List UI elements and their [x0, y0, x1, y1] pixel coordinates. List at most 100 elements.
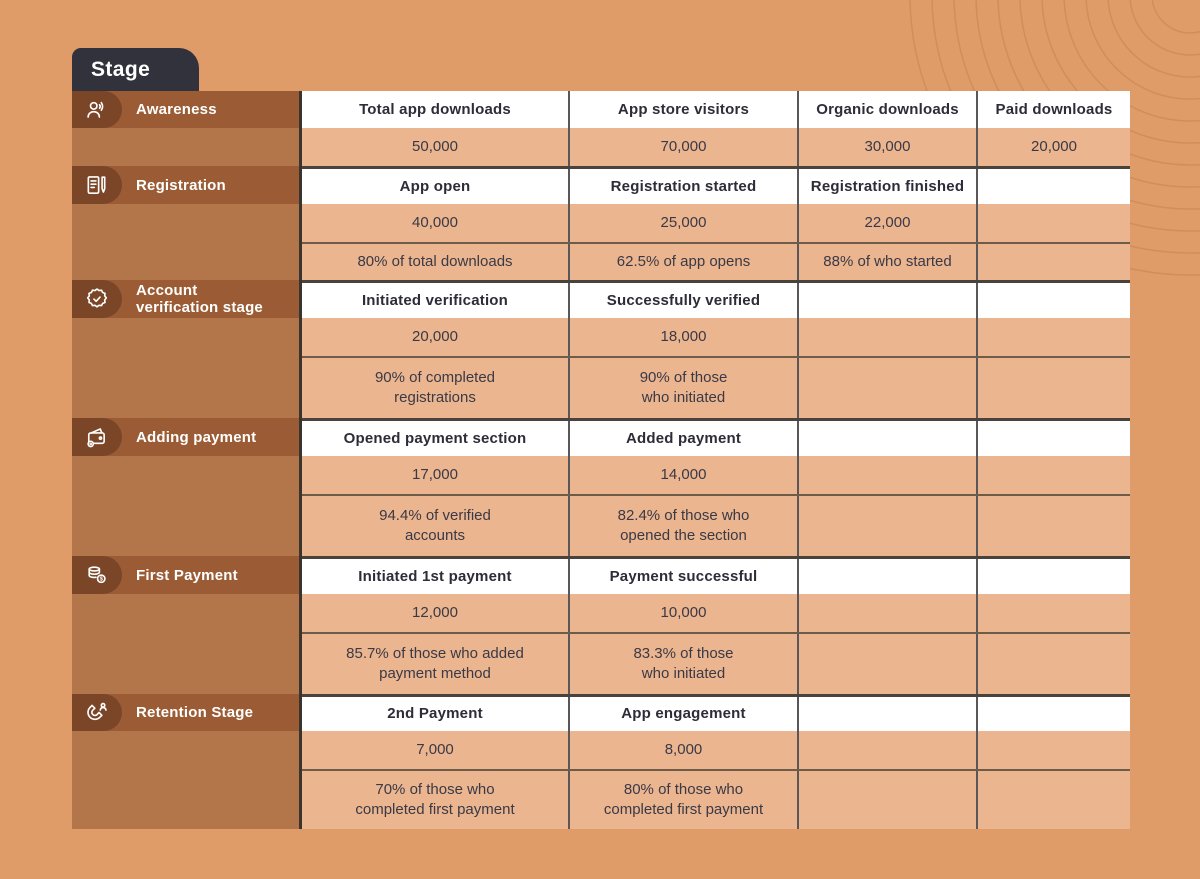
table-cell: Paid downloads — [976, 91, 1130, 128]
table-cell — [797, 318, 976, 356]
table-cell: 25,000 — [568, 204, 797, 242]
table-cell: 17,000 — [302, 456, 568, 494]
table-cell — [976, 634, 1130, 694]
table-cell — [976, 358, 1130, 418]
table-cell — [976, 771, 1130, 829]
table-cell: Opened payment section — [302, 421, 568, 456]
sidebar-item-awareness: Awareness — [72, 91, 299, 128]
table-cell — [976, 559, 1130, 594]
table-cell — [797, 594, 976, 632]
table-cell — [976, 697, 1130, 731]
table-cell — [976, 318, 1130, 356]
table-cell: 12,000 — [302, 594, 568, 632]
table-cell — [976, 731, 1130, 769]
table-cell: Registration finished — [797, 169, 976, 204]
table-row-header: 2nd Payment App engagement — [302, 694, 1130, 731]
table-row-header: Initiated 1st payment Payment successful — [302, 556, 1130, 594]
table-cell: 14,000 — [568, 456, 797, 494]
table-cell: 85.7% of those who added payment method — [302, 634, 568, 694]
table-cell: Successfully verified — [568, 283, 797, 318]
table-cell — [797, 456, 976, 494]
table-cell: 70,000 — [568, 128, 797, 166]
table-cell: 2nd Payment — [302, 697, 568, 731]
table-cell — [797, 634, 976, 694]
table-cell: 20,000 — [302, 318, 568, 356]
stage-label: Adding payment — [136, 428, 257, 446]
table-cell: 8,000 — [568, 731, 797, 769]
table-cell: Added payment — [568, 421, 797, 456]
icon-pill — [72, 418, 122, 456]
table-cell: Initiated verification — [302, 283, 568, 318]
wallet-icon — [87, 428, 105, 448]
icon-pill — [72, 694, 122, 731]
table-cell — [976, 204, 1130, 242]
sidebar-item-registration: Registration — [72, 166, 299, 204]
stage-label: Awareness — [136, 101, 217, 118]
table-cell — [797, 496, 976, 556]
metrics-table: Total app downloads App store visitors O… — [299, 91, 1130, 829]
table-row-percents: 94.4% of verified accounts 82.4% of thos… — [302, 494, 1130, 556]
table-cell: Payment successful — [568, 559, 797, 594]
table-cell: 10,000 — [568, 594, 797, 632]
table-row-header: Opened payment section Added payment — [302, 418, 1130, 456]
table-cell — [976, 244, 1130, 280]
table-cell: Total app downloads — [302, 91, 568, 128]
table-row-values: 17,000 14,000 — [302, 456, 1130, 494]
table-cell: 83.3% of those who initiated — [568, 634, 797, 694]
sidebar-item-account-verification: Account verification stage — [72, 280, 299, 318]
table-cell — [976, 283, 1130, 318]
table-cell: 30,000 — [797, 128, 976, 166]
table-row-percents: 70% of those who completed first payment… — [302, 769, 1130, 829]
sidebar-item-first-payment: $ First Payment — [72, 556, 299, 594]
table-row-header: App open Registration started Registrati… — [302, 166, 1130, 204]
stage-label: First Payment — [136, 566, 238, 584]
table-cell: 90% of those who initiated — [568, 358, 797, 418]
table-cell — [797, 421, 976, 456]
stage-label: Registration — [136, 176, 226, 194]
table-cell: 22,000 — [797, 204, 976, 242]
table-cell — [976, 169, 1130, 204]
person-announcement-icon — [87, 101, 104, 118]
table-cell: 88% of who started — [797, 244, 976, 280]
table-cell — [797, 358, 976, 418]
document-pen-icon — [87, 176, 106, 194]
table-cell: 40,000 — [302, 204, 568, 242]
table-cell — [797, 283, 976, 318]
table-cell — [797, 697, 976, 731]
stage-tab: Stage — [72, 48, 199, 91]
table-cell: 70% of those who completed first payment — [302, 771, 568, 829]
table-cell: 82.4% of those who opened the section — [568, 496, 797, 556]
table-cell: Registration started — [568, 169, 797, 204]
table-cell — [797, 731, 976, 769]
table-cell: 18,000 — [568, 318, 797, 356]
table-row-values: 40,000 25,000 22,000 — [302, 204, 1130, 242]
table-cell: 50,000 — [302, 128, 568, 166]
sidebar-item-adding-payment: Adding payment — [72, 418, 299, 456]
icon-pill — [72, 280, 122, 318]
table-cell — [797, 559, 976, 594]
table-row-values: 20,000 18,000 — [302, 318, 1130, 356]
sidebar-item-retention: Retention Stage — [72, 694, 299, 731]
table-row-header: Total app downloads App store visitors O… — [302, 91, 1130, 128]
table-cell — [976, 456, 1130, 494]
stage-sidebar: Awareness Registration Account verificat… — [72, 91, 299, 829]
table-row-percents: 80% of total downloads 62.5% of app open… — [302, 242, 1130, 280]
stage-tab-label: Stage — [91, 57, 151, 81]
table-cell: 80% of those who completed first payment — [568, 771, 797, 829]
table-cell: Organic downloads — [797, 91, 976, 128]
table-cell: App store visitors — [568, 91, 797, 128]
table-cell: Initiated 1st payment — [302, 559, 568, 594]
table-cell — [976, 594, 1130, 632]
table-cell — [976, 421, 1130, 456]
table-cell: App open — [302, 169, 568, 204]
table-row-header: Initiated verification Successfully veri… — [302, 280, 1130, 318]
table-cell — [976, 496, 1130, 556]
icon-pill: $ — [72, 556, 122, 594]
table-row-values: 7,000 8,000 — [302, 731, 1130, 769]
stage-label: Retention Stage — [136, 704, 254, 721]
table-row-values: 50,000 70,000 30,000 20,000 — [302, 128, 1130, 166]
table-cell — [797, 771, 976, 829]
magnet-person-icon — [87, 702, 107, 720]
icon-pill — [72, 166, 122, 204]
